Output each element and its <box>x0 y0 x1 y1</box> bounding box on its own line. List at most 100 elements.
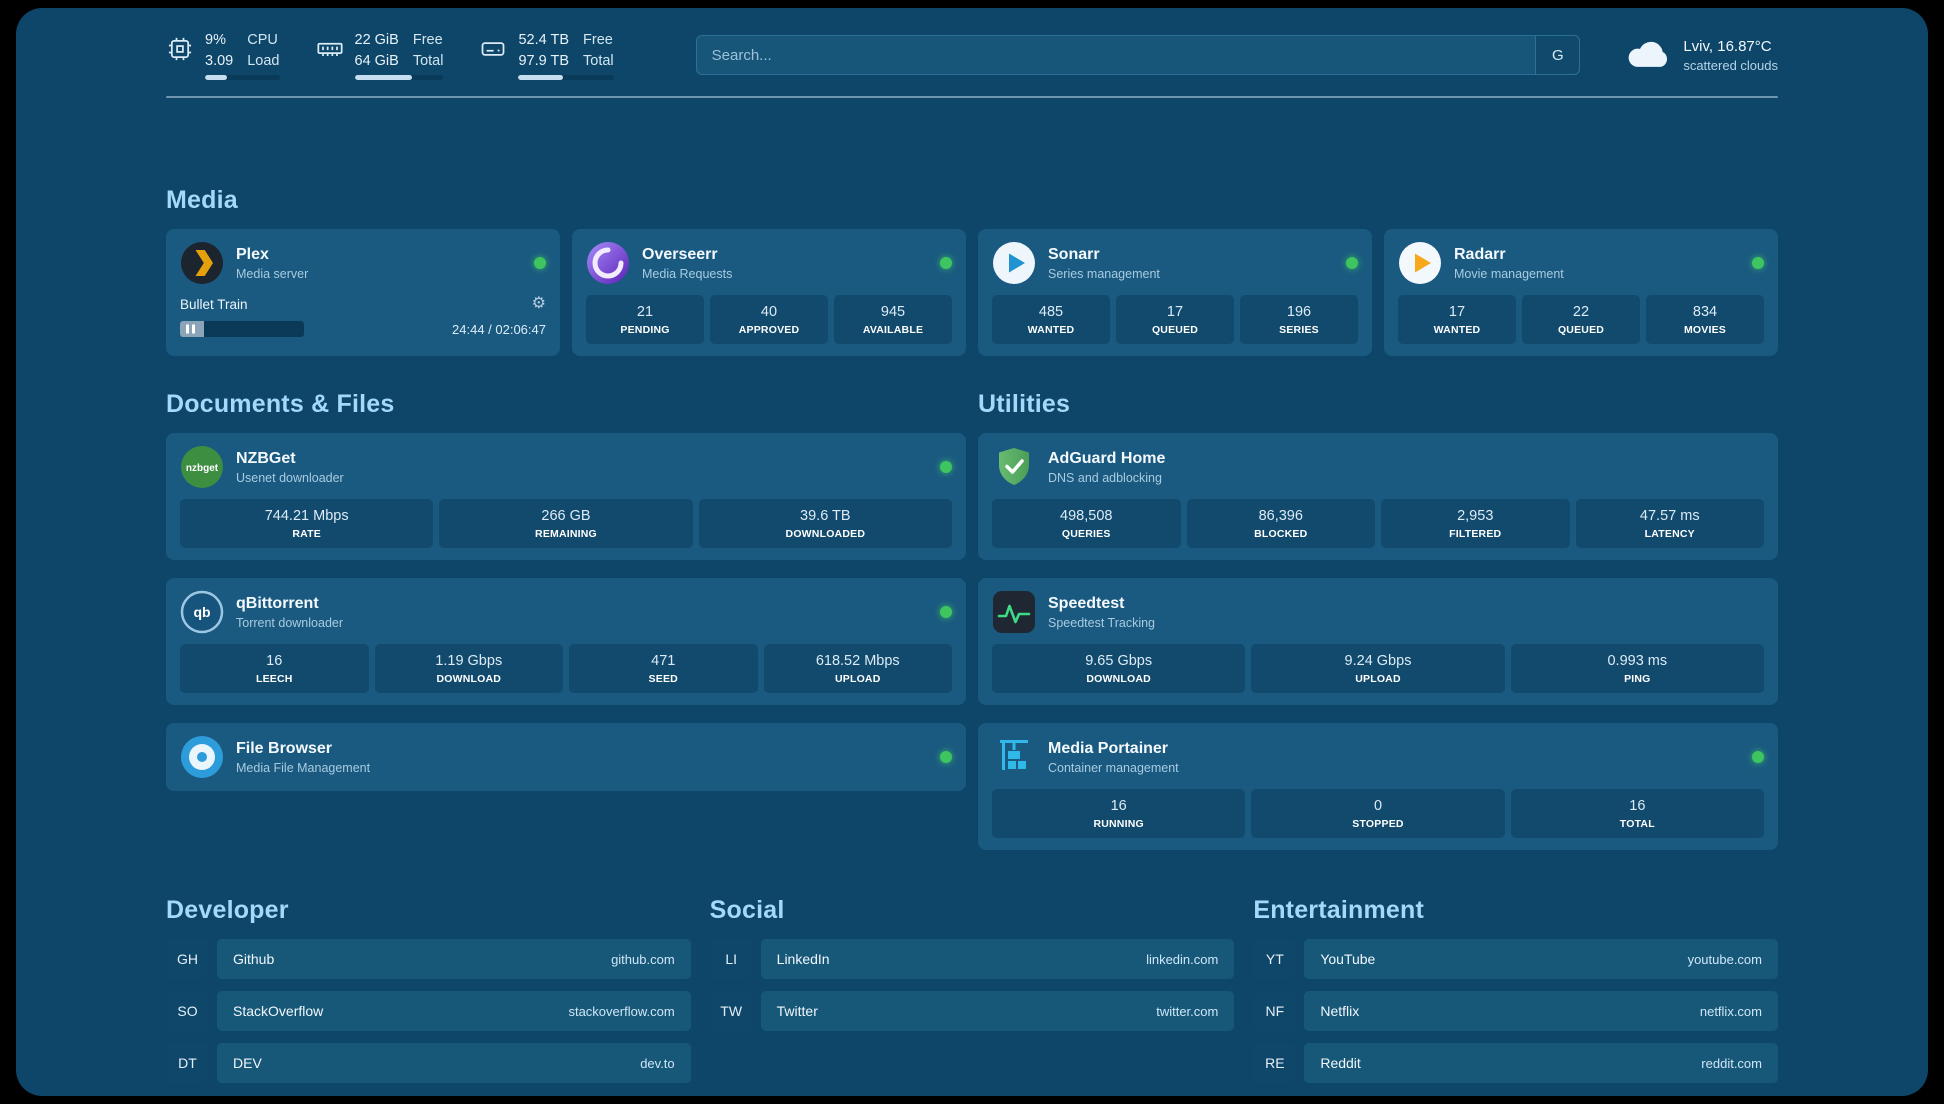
stat-value: 471 <box>651 653 676 669</box>
bookmark-row[interactable]: LI LinkedIn linkedin.com <box>709 939 1235 979</box>
online-status-dot <box>534 257 546 269</box>
bookmark-url: github.com <box>611 951 675 967</box>
app-name: NZBGet <box>236 449 296 467</box>
stat-label: DOWNLOAD <box>436 673 502 685</box>
svg-text:nzbget: nzbget <box>186 463 219 474</box>
stat-label: PING <box>1624 673 1651 685</box>
bookmark-link[interactable]: LinkedIn linkedin.com <box>760 939 1235 979</box>
svg-text:qb: qb <box>193 604 210 620</box>
ram-icon <box>316 30 344 63</box>
section-title-documents: Documents & Files <box>166 390 395 418</box>
disk-usage-bar-fill <box>518 74 564 80</box>
app-subtitle: Media server <box>236 266 309 281</box>
app-card-filebrowser[interactable]: File Browser Media File Management <box>166 723 966 791</box>
cpu-usage-bar <box>205 74 280 80</box>
bookmark-row[interactable]: RE Reddit reddit.com <box>1253 1043 1778 1083</box>
weather-widget[interactable]: Lviv, 16.87°C scattered clouds <box>1626 38 1778 73</box>
section-title-social: Social <box>709 896 785 924</box>
stat-value: 498,508 <box>1060 508 1113 524</box>
app-subtitle: Media Requests <box>642 266 733 281</box>
bookmarks-section: Developer GH Github github.com SO StackOverf… <box>166 896 1778 1083</box>
app-card-portainer[interactable]: Media Portainer Container management 16 R… <box>978 723 1778 850</box>
header-divider <box>166 96 1778 98</box>
stat-tile: 16 RUNNING <box>992 789 1246 838</box>
speedtest-icon <box>992 590 1036 634</box>
app-name: File Browser <box>236 739 333 757</box>
adguard-shield-icon <box>992 445 1036 489</box>
settings-gear-icon[interactable]: ⚙ <box>531 295 546 312</box>
bookmarks-developer: Developer GH Github github.com SO StackOverf… <box>166 896 691 1083</box>
bookmark-link[interactable]: Reddit reddit.com <box>1304 1043 1778 1083</box>
bookmark-link[interactable]: Netflix netflix.com <box>1304 991 1778 1031</box>
app-card-nzbget[interactable]: nzbget NZBGet Usenet downloader 744.21 M… <box>166 433 966 560</box>
stat-value: 196 <box>1286 304 1312 320</box>
bookmark-abbr-icon: LI <box>709 939 753 979</box>
bookmark-name: Netflix <box>1320 1003 1360 1019</box>
search-engine-button[interactable]: G <box>1535 35 1581 75</box>
bookmark-link[interactable]: YouTube youtube.com <box>1304 939 1778 979</box>
cloud-icon <box>1626 39 1670 71</box>
search-input[interactable] <box>695 35 1581 75</box>
stat-label: WANTED <box>1027 324 1075 336</box>
bookmark-link[interactable]: DEV dev.to <box>217 1043 691 1083</box>
stat-tile: 471 SEED <box>569 644 758 693</box>
stat-label: LEECH <box>255 673 293 685</box>
online-status-dot <box>940 257 952 269</box>
bookmark-row[interactable]: DT DEV dev.to <box>166 1043 691 1083</box>
disk-widget: 52.4 TB 97.9 TB Free Total <box>479 30 614 80</box>
cpu-load-label: Load <box>247 52 280 69</box>
stat-label: QUEUED <box>1151 324 1199 336</box>
stat-tile: 39.6 TB DOWNLOADED <box>698 499 952 548</box>
bookmark-link[interactable]: Github github.com <box>217 939 691 979</box>
ram-usage-bar <box>354 74 444 80</box>
app-card-overseerr[interactable]: Overseerr Media Requests 21 PENDING 40 APPR… <box>572 229 966 356</box>
bookmark-row[interactable]: YT YouTube youtube.com <box>1253 939 1778 979</box>
stat-label: AVAILABLE <box>862 324 924 336</box>
stat-value: 618.52 Mbps <box>815 653 900 669</box>
pause-icon[interactable] <box>186 324 195 334</box>
stat-label: MOVIES <box>1683 324 1727 336</box>
stat-label: STOPPED <box>1352 818 1404 830</box>
stat-value: 9.24 Gbps <box>1344 653 1412 669</box>
stat-value: 17 <box>1166 304 1184 320</box>
online-status-dot <box>940 606 952 618</box>
developer-bookmark-list: GH Github github.com SO StackOverflow stackov… <box>166 939 691 1083</box>
stat-value: 0.993 ms <box>1607 653 1668 669</box>
stat-label: LATENCY <box>1644 528 1695 540</box>
stat-tile: 834 MOVIES <box>1646 295 1764 344</box>
stat-tile: 485 WANTED <box>992 295 1110 344</box>
app-card-qbittorrent[interactable]: qb qBittorrent Torrent downloader 16 LEEC… <box>166 578 966 705</box>
stat-value: 0 <box>1373 798 1383 814</box>
portainer-stats: 16 RUNNING 0 STOPPED 16 TOTAL <box>992 789 1764 838</box>
online-status-dot <box>1752 257 1764 269</box>
playback-progress-bar[interactable] <box>180 321 304 337</box>
online-status-dot <box>1346 257 1358 269</box>
dashboard-page: 9% 3.09 CPU Load <box>16 8 1928 1096</box>
stat-value: 16 <box>1629 798 1646 814</box>
bookmark-name: Github <box>233 951 275 967</box>
app-card-radarr[interactable]: Radarr Movie management 17 WANTED 22 QUEUED… <box>1384 229 1778 356</box>
documents-column: Documents & Files nzbget NZBGet Usenet d… <box>166 390 966 850</box>
section-title-developer: Developer <box>166 896 289 924</box>
stat-tile: 498,508 QUERIES <box>992 499 1181 548</box>
app-card-speedtest[interactable]: Speedtest Speedtest Tracking 9.65 Gbps DO… <box>978 578 1778 705</box>
radarr-icon <box>1398 241 1442 285</box>
stat-tile: 16 TOTAL <box>1510 789 1764 838</box>
bookmark-url: netflix.com <box>1699 1003 1762 1019</box>
bookmark-row[interactable]: TW Twitter twitter.com <box>709 991 1235 1031</box>
bookmark-row[interactable]: SO StackOverflow stackoverflow.com <box>166 991 691 1031</box>
bookmark-row[interactable]: GH Github github.com <box>166 939 691 979</box>
app-card-sonarr[interactable]: Sonarr Series management 485 WANTED 17 QUEU… <box>978 229 1372 356</box>
app-card-plex[interactable]: Plex Media server Bullet Train ⚙ 24:44 /… <box>166 229 560 356</box>
bookmark-link[interactable]: StackOverflow stackoverflow.com <box>217 991 691 1031</box>
bookmark-abbr-icon: RE <box>1253 1043 1297 1083</box>
bookmark-row[interactable]: NF Netflix netflix.com <box>1253 991 1778 1031</box>
stat-value: 744.21 Mbps <box>264 508 349 524</box>
bookmark-name: StackOverflow <box>233 1003 324 1019</box>
app-subtitle: Usenet downloader <box>236 470 344 485</box>
stat-label: QUERIES <box>1061 528 1111 540</box>
bookmark-link[interactable]: Twitter twitter.com <box>760 991 1235 1031</box>
weather-condition: scattered clouds <box>1683 57 1778 73</box>
app-name: Plex <box>236 245 269 263</box>
app-card-adguard[interactable]: AdGuard Home DNS and adblocking 498,508 Q… <box>978 433 1778 560</box>
